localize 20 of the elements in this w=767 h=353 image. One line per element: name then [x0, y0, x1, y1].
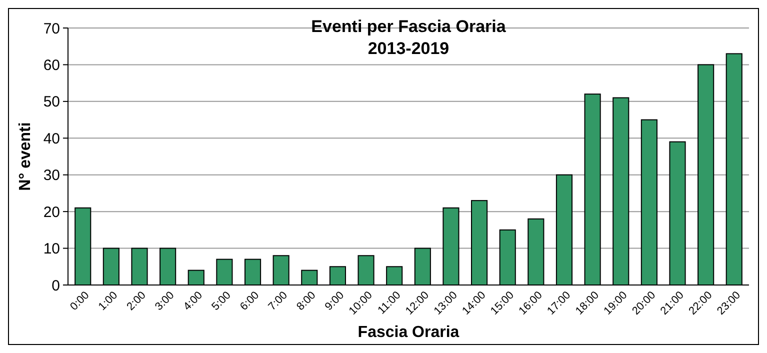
- x-tick-label: 6:00: [238, 289, 262, 313]
- x-tick-label: 4:00: [181, 289, 205, 313]
- x-tick-label: 0:00: [68, 289, 92, 313]
- x-tick-label: 5:00: [210, 289, 234, 313]
- y-tick-label: 20: [43, 204, 60, 221]
- x-tick-label: 9:00: [322, 289, 347, 313]
- text: 2013-2019: [368, 39, 450, 58]
- chart-title: Eventi per Fascia Oraria: [311, 17, 506, 36]
- x-tick-label: 7:00: [266, 289, 290, 313]
- y-tick-label: 10: [43, 240, 60, 258]
- y-tick-label: 0: [52, 277, 60, 294]
- x-axis-title: Fascia Oraria: [358, 324, 460, 341]
- y-tick-label: 30: [43, 167, 60, 184]
- x-tick-label: 8:00: [294, 289, 318, 313]
- y-tick-label: 70: [43, 20, 60, 38]
- x-tick-label: 3:00: [153, 289, 177, 313]
- y-tick-label: 60: [43, 56, 60, 74]
- y-axis-title: N° eventi: [17, 122, 34, 191]
- y-tick-label: 50: [43, 94, 60, 111]
- y-tick-label: 40: [43, 130, 60, 148]
